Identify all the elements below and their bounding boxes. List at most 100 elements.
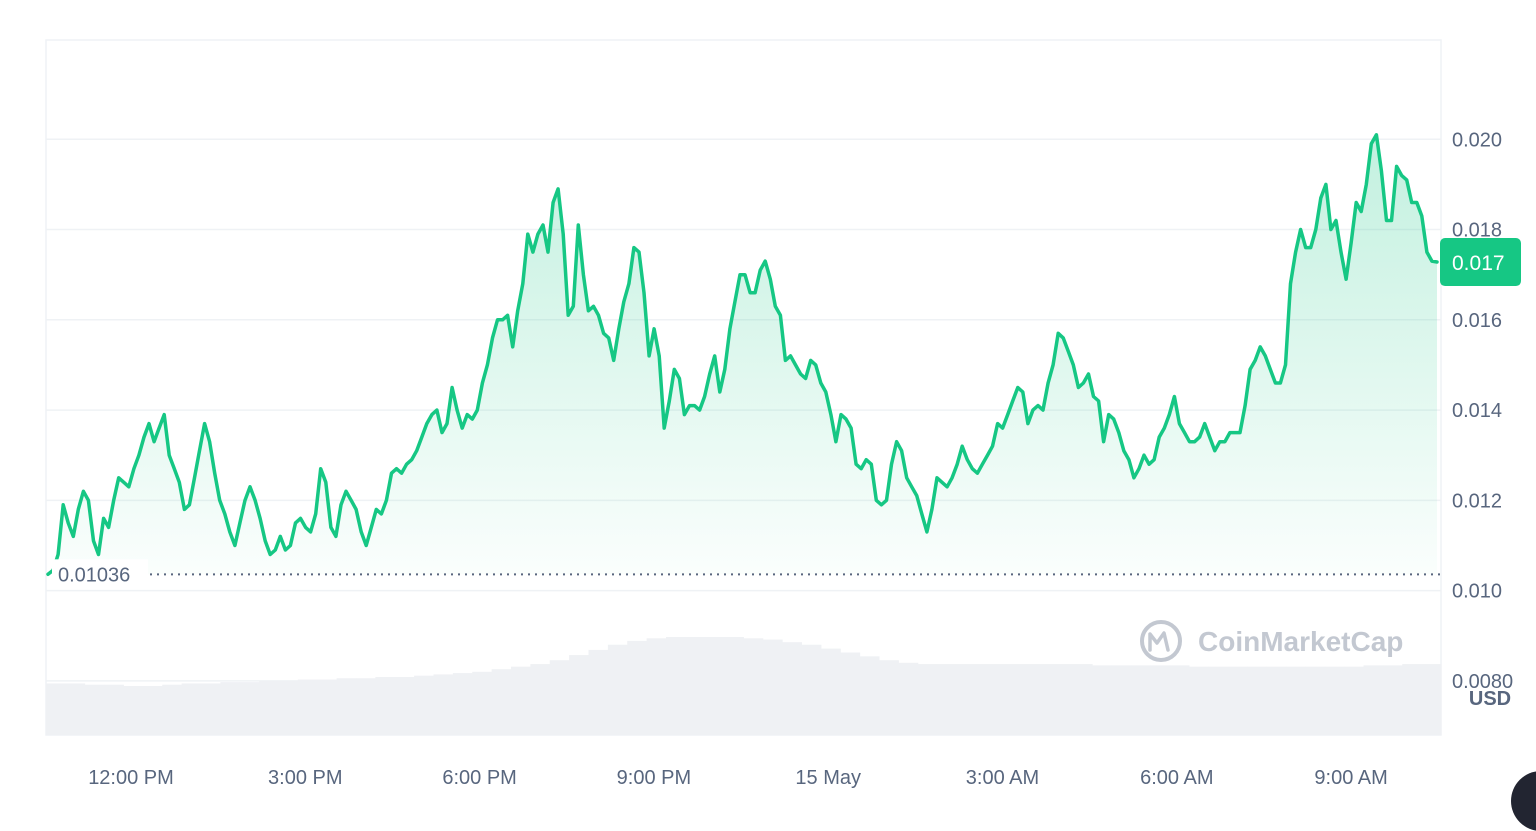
volume-bar bbox=[491, 669, 512, 735]
volume-bar bbox=[472, 671, 493, 735]
x-tick-label: 6:00 PM bbox=[442, 767, 516, 789]
currency-label: USD bbox=[1469, 688, 1511, 710]
reference-label: 0.01036 bbox=[52, 559, 148, 590]
volume-bar bbox=[859, 656, 880, 735]
volume-bar bbox=[1150, 665, 1171, 735]
volume-bar bbox=[607, 644, 628, 735]
x-tick-label: 3:00 PM bbox=[268, 767, 342, 789]
y-axis: 0.0080 0.010 0.012 0.014 0.016 0.018 0.020 bbox=[1452, 129, 1513, 693]
volume-bar bbox=[1286, 666, 1306, 735]
coinmarketcap-logo-icon bbox=[1140, 620, 1182, 662]
x-tick-label: 9:00 PM bbox=[617, 767, 691, 789]
volume-bar bbox=[569, 655, 589, 735]
volume-bar bbox=[201, 683, 221, 735]
volume-bar bbox=[821, 648, 841, 735]
volume-bar bbox=[414, 675, 434, 735]
volume-bar bbox=[65, 683, 86, 735]
volume-bar bbox=[1131, 665, 1151, 735]
volume-bar bbox=[356, 678, 376, 735]
y-tick-label: 0.016 bbox=[1452, 310, 1502, 332]
volume-bar bbox=[1014, 664, 1035, 735]
y-tick-label: 0.012 bbox=[1452, 490, 1502, 512]
volume-bar bbox=[142, 686, 163, 735]
volume-bar bbox=[375, 676, 396, 735]
volume-bar bbox=[840, 652, 861, 735]
volume-bar bbox=[84, 684, 105, 735]
volume-bar bbox=[162, 684, 183, 735]
volume-bar bbox=[394, 676, 415, 735]
volume-bar bbox=[1363, 665, 1384, 735]
volume-bar bbox=[898, 662, 919, 735]
current-price-badge-bg bbox=[1440, 238, 1521, 287]
x-tick-label: 3:00 AM bbox=[966, 767, 1039, 789]
reference-label-text: 0.01036 bbox=[58, 564, 130, 586]
volume-bar bbox=[297, 679, 318, 735]
x-tick-label: 9:00 AM bbox=[1314, 767, 1387, 789]
volume-bar bbox=[685, 637, 706, 735]
volume-bar bbox=[995, 664, 1016, 735]
volume-bar bbox=[976, 664, 996, 735]
volume-bar bbox=[917, 664, 938, 735]
volume-bar bbox=[1227, 666, 1248, 735]
watermark: CoinMarketCap bbox=[1140, 620, 1403, 662]
volume-bar bbox=[104, 684, 124, 735]
volume-bar bbox=[646, 638, 667, 735]
volume-bar bbox=[1344, 666, 1364, 735]
volume-bar bbox=[1092, 665, 1113, 735]
price-area bbox=[48, 134, 1437, 575]
volume-bar bbox=[782, 642, 803, 735]
y-tick-label: 0.018 bbox=[1452, 220, 1502, 242]
volume-bar bbox=[278, 680, 299, 735]
volume-bar bbox=[1402, 664, 1423, 735]
volume-bar bbox=[801, 644, 822, 735]
volume-bar bbox=[452, 673, 473, 735]
volume-bar bbox=[259, 680, 279, 735]
volume-bar bbox=[433, 674, 454, 735]
volume-bar bbox=[1053, 664, 1074, 735]
volume-bar bbox=[46, 683, 66, 735]
current-price-label: 0.017 bbox=[1452, 252, 1505, 275]
y-tick-label: 0.010 bbox=[1452, 581, 1502, 603]
reference-label-bg bbox=[52, 559, 148, 590]
volume-bar bbox=[879, 660, 899, 735]
volume-bar bbox=[1034, 664, 1054, 735]
volume-bar bbox=[1324, 666, 1345, 735]
volume-bar bbox=[956, 664, 977, 735]
volume-bar bbox=[743, 638, 764, 735]
volume-bar bbox=[317, 679, 338, 735]
volume-bar bbox=[762, 639, 783, 735]
current-price-badge: 0.017 bbox=[1440, 238, 1521, 287]
volume-bar bbox=[181, 683, 202, 735]
price-line bbox=[46, 133, 1439, 577]
volume-bar bbox=[627, 640, 648, 735]
volume-bar bbox=[530, 664, 551, 735]
volume-bar bbox=[511, 666, 531, 735]
price-chart-svg: CoinMarketCap 0.01036 0.00800.0100.0120.… bbox=[45, 39, 1521, 789]
y-tick-label: 0.020 bbox=[1452, 129, 1502, 151]
watermark-text: CoinMarketCap bbox=[1198, 626, 1403, 657]
volume-bars bbox=[46, 637, 1442, 735]
x-axis: 12:00 PM 3:00 PM 6:00 PM 9:00 PM 15 May 3:00 … bbox=[88, 767, 1388, 789]
volume-bar bbox=[666, 637, 686, 735]
x-tick-label: 15 May bbox=[795, 767, 861, 789]
volume-bar bbox=[1072, 664, 1093, 735]
volume-bar bbox=[1266, 666, 1287, 735]
x-tick-label: 12:00 PM bbox=[88, 767, 174, 789]
volume-bar bbox=[724, 637, 744, 735]
y-tick-label: 0.014 bbox=[1452, 400, 1502, 422]
volume-bar bbox=[937, 664, 958, 735]
volume-bar bbox=[549, 660, 570, 735]
volume-bar bbox=[1421, 664, 1442, 735]
volume-bar bbox=[1247, 666, 1268, 735]
y-tick-label: 0.0080 bbox=[1452, 671, 1513, 693]
volume-bar bbox=[1111, 665, 1132, 735]
volume-bar bbox=[704, 637, 725, 735]
volume-bar bbox=[1169, 665, 1190, 735]
volume-bar bbox=[1305, 666, 1326, 735]
volume-bar bbox=[1382, 665, 1403, 735]
volume-bar bbox=[1208, 666, 1229, 735]
x-tick-label: 6:00 AM bbox=[1140, 767, 1213, 789]
volume-bar bbox=[1189, 666, 1209, 735]
volume-bar bbox=[123, 686, 144, 735]
